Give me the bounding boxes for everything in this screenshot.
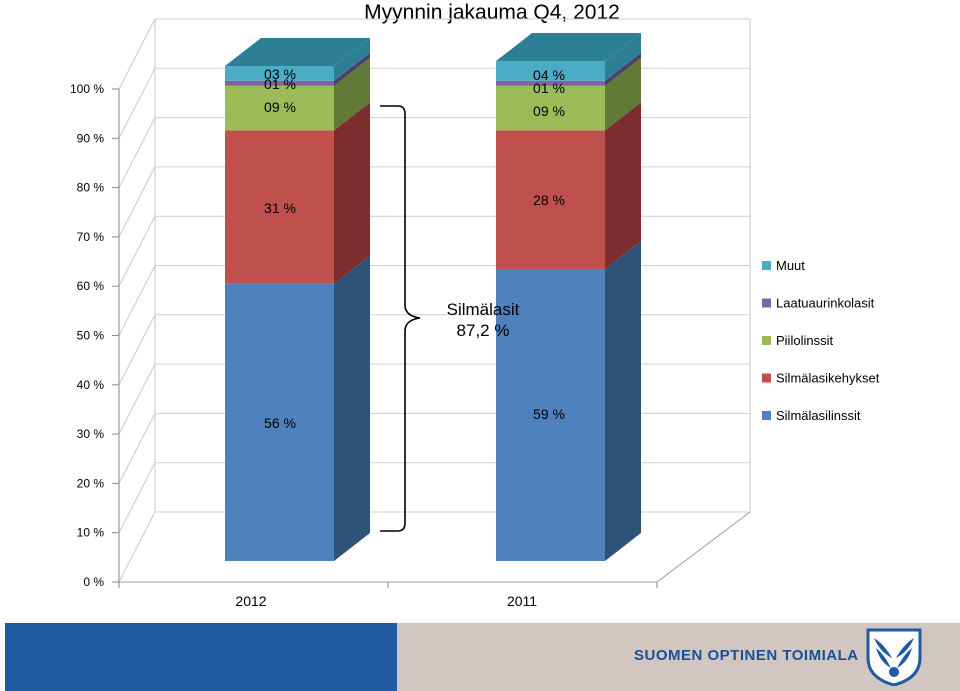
chart-title: Myynnin jakauma Q4, 2012	[364, 1, 620, 24]
legend: Muut Laatuaurinkolasit Piilolinssit Silmäla…	[762, 258, 880, 423]
gridline-diagonal	[118, 166, 156, 238]
bar-segment	[225, 80, 334, 86]
bar-segment-side	[334, 255, 370, 562]
y-tick-label: 10 %	[77, 526, 105, 540]
data-label: 31 %	[264, 200, 296, 216]
bar-segment	[225, 283, 334, 561]
legend-label: Silmälasikehykset	[776, 371, 880, 386]
floor-edge	[119, 511, 751, 583]
footer-gray-block	[397, 623, 960, 691]
legend-swatch	[762, 261, 771, 270]
annotation-line2: 87,2 %	[457, 321, 510, 340]
data-label: 56 %	[264, 415, 296, 431]
y-tick-label: 50 %	[77, 329, 105, 343]
bar-segment-side	[334, 57, 370, 131]
bar-segment	[225, 130, 334, 284]
footer-brand-text: SUOMEN OPTINEN TOIMIALA	[634, 647, 859, 664]
y-tick-label: 40 %	[77, 378, 105, 392]
footer-blue-block	[5, 623, 397, 691]
bar-top	[496, 33, 641, 62]
x-category-label: 2012	[235, 593, 266, 609]
gridline-diagonal	[118, 68, 156, 139]
legend-label: Laatuaurinkolasit	[776, 296, 875, 311]
bar-segment	[496, 80, 605, 86]
y-axis-ticks: 0 % 10 % 20 % 30 % 40 % 50 % 60 % 70 % 80 % 90 % 1…	[70, 82, 119, 589]
y-tick-label: 60 %	[77, 279, 105, 293]
data-label: 59 %	[533, 406, 565, 422]
bar-segment-side	[334, 52, 370, 86]
brace-path	[380, 105, 421, 532]
gridline-diagonal	[118, 413, 156, 484]
gridline-diagonal	[118, 215, 156, 287]
legend-swatch	[762, 373, 771, 383]
y-tick-label: 100 %	[70, 82, 104, 96]
legend-label: Piilolinssit	[776, 333, 833, 348]
data-label: 01 %	[264, 76, 296, 92]
shield-wings-icon	[866, 628, 922, 686]
chart-canvas: 0 % 10 % 20 % 30 % 40 % 50 % 60 % 70 % 80 % 90 % 1…	[70, 18, 880, 609]
y-tick-label: 0 %	[83, 575, 104, 589]
bar-top	[225, 38, 370, 66]
bar-segment-side	[334, 38, 370, 81]
bar-segment	[225, 66, 334, 81]
bar-segment	[496, 61, 605, 81]
y-tick-label: 80 %	[77, 181, 105, 195]
silmalasit-brace	[380, 105, 421, 532]
data-label: 04 %	[533, 67, 565, 83]
bar-segment-side	[605, 52, 641, 86]
gridline-diagonal	[118, 314, 156, 386]
gridline-diagonal	[118, 18, 156, 90]
data-label: 09 %	[533, 103, 565, 119]
legend-swatch	[762, 411, 771, 420]
chart-walls	[118, 18, 751, 588]
bar-stack-2012	[225, 38, 370, 562]
data-label: 28 %	[533, 192, 565, 208]
gridline-diagonal	[118, 462, 156, 533]
gridline-diagonal	[118, 265, 156, 336]
gridline-diagonal	[118, 117, 156, 188]
y-tick-label: 20 %	[77, 476, 105, 490]
bar-segment-side	[605, 57, 641, 131]
data-label: 01 %	[533, 80, 565, 96]
legend-label: Silmälasilinssit	[776, 408, 861, 423]
data-label: 03 %	[264, 66, 296, 82]
x-category-label: 2011	[507, 593, 537, 609]
legend-label: Muut	[776, 258, 805, 273]
gridline-diagonal	[118, 363, 156, 435]
data-label: 09 %	[264, 99, 296, 115]
y-tick-label: 70 %	[77, 230, 105, 244]
y-tick-label: 90 %	[77, 131, 105, 145]
bar-segment-side	[334, 102, 370, 284]
footer-bar	[0, 621, 960, 691]
bar-segment	[496, 85, 605, 131]
gridline-diagonal	[118, 511, 156, 583]
bar-segment-side	[605, 102, 641, 269]
legend-swatch	[762, 298, 771, 308]
annotation-line1: Silmälasit	[447, 300, 520, 319]
bar-segment	[496, 130, 605, 269]
bar-segment-side	[605, 33, 641, 81]
x-axis-categories: 2012 2011	[235, 593, 537, 609]
chart-bars: 56 %59 %31 % 28 %09 % 09 %01 % 01 %03 % 04 %	[225, 33, 641, 562]
bar-stack-2011	[496, 33, 641, 561]
bar-segment	[496, 268, 605, 561]
y-tick-label: 30 %	[77, 427, 105, 441]
legend-swatch	[762, 336, 771, 345]
bar-segment-side	[605, 240, 641, 561]
bar-segment	[225, 85, 334, 131]
